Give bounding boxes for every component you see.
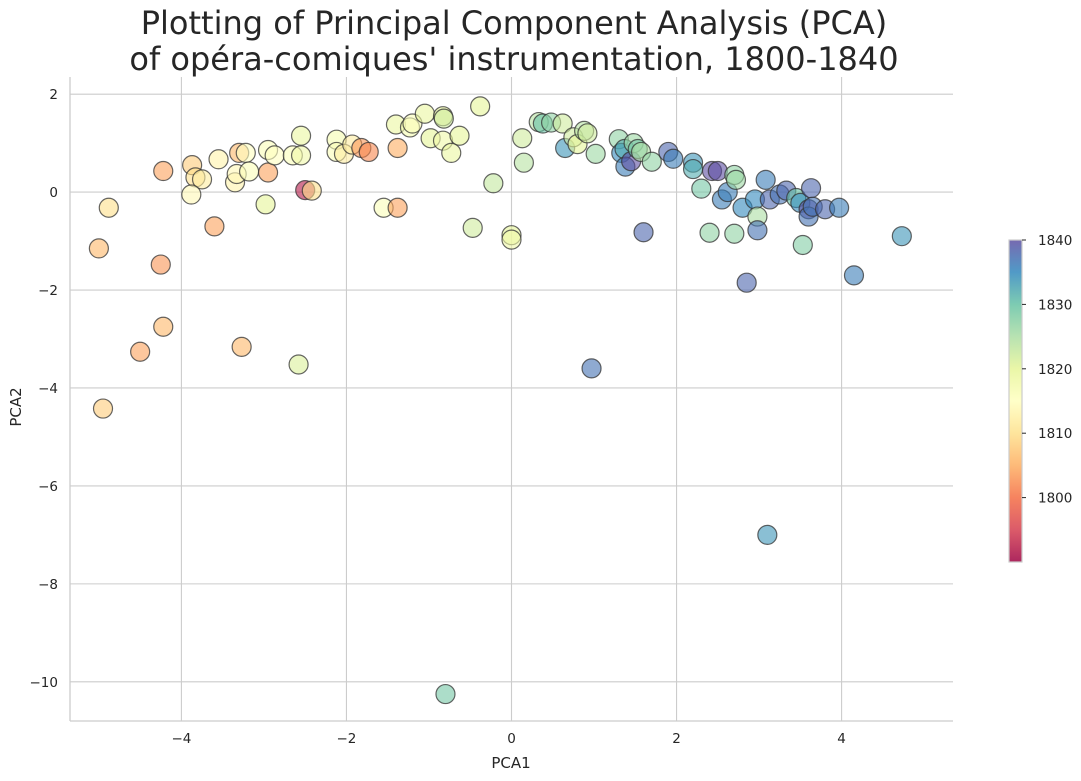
scatter-point <box>757 524 778 546</box>
scatter-point <box>483 173 504 194</box>
scatter-point <box>501 229 522 250</box>
scatter-point <box>257 162 279 183</box>
scatter-point <box>513 152 534 173</box>
y-tick-label: 0 <box>49 185 58 201</box>
scatter-point <box>153 316 174 337</box>
x-axis-label: PCA1 <box>491 754 530 772</box>
scatter-point <box>255 194 276 215</box>
y-axis-ticks: 2 0 −2 −4 −6 −8 −10 <box>30 87 59 691</box>
y-axis-label: PCA2 <box>7 387 25 426</box>
scatter-point <box>290 125 312 146</box>
scatter-point <box>736 272 757 293</box>
y-tick-label: −6 <box>38 479 58 495</box>
scatter-point <box>755 169 776 190</box>
scatter-point <box>663 148 684 169</box>
scatter-point <box>153 160 174 182</box>
scatter-points <box>88 96 912 705</box>
colorbar-tick-label: 1840 <box>1038 233 1072 249</box>
scatter-point <box>191 169 213 190</box>
x-axis-ticks: −4 −2 0 2 4 <box>171 731 845 747</box>
scatter-point <box>358 141 379 163</box>
scatter-point <box>387 137 408 159</box>
x-tick-label: 0 <box>507 731 516 747</box>
scatter-point <box>208 149 229 170</box>
scatter-point <box>470 96 491 117</box>
scatter-point <box>98 197 119 218</box>
scatter-point <box>387 197 408 218</box>
scatter-point <box>130 341 151 362</box>
scatter-point <box>829 197 850 218</box>
x-tick-label: 4 <box>837 731 846 747</box>
x-tick-label: −4 <box>171 731 191 747</box>
scatter-point <box>682 158 704 180</box>
scatter-point <box>691 178 712 199</box>
scatter-point <box>433 108 454 129</box>
scatter-point <box>235 142 256 164</box>
scatter-point <box>641 151 662 172</box>
scatter-point <box>88 238 109 259</box>
colorbar-tick-label: 1800 <box>1038 491 1072 507</box>
axis-spines <box>69 77 953 722</box>
colorbar-tick-label: 1830 <box>1038 297 1072 313</box>
scatter-point <box>231 336 252 357</box>
scatter-point <box>441 142 462 164</box>
scatter-point <box>552 113 573 134</box>
y-tick-label: −10 <box>30 675 59 691</box>
scatter-point <box>891 226 912 247</box>
scatter-point <box>707 160 728 182</box>
scatter-point <box>92 398 114 419</box>
x-tick-label: 2 <box>672 731 681 747</box>
y-tick-label: 2 <box>49 87 58 103</box>
colorbar-tick-label: 1810 <box>1038 426 1072 442</box>
scatter-point <box>577 123 598 144</box>
scatter-point <box>792 234 813 256</box>
scatter-point <box>150 254 171 275</box>
scatter-point <box>747 220 768 241</box>
scatter-point <box>264 145 285 166</box>
y-tick-label: −8 <box>38 577 58 593</box>
scatter-point <box>238 161 260 182</box>
y-tick-label: −4 <box>38 381 58 397</box>
scatter-point <box>181 184 202 205</box>
scatter-point <box>843 265 865 286</box>
scatter-point <box>288 354 309 375</box>
scatter-point <box>724 223 745 244</box>
y-tick-label: −2 <box>38 283 58 299</box>
scatter-point <box>800 178 822 199</box>
scatter-point <box>435 683 456 705</box>
scatter-point <box>699 222 720 243</box>
grid-lines <box>70 77 953 721</box>
scatter-point <box>449 125 470 146</box>
scatter-point <box>462 217 483 238</box>
scatter-point <box>301 180 322 201</box>
chart-title-line-2: of opéra-comiques' instrumentation, 1800… <box>129 40 898 78</box>
scatter-point <box>633 222 654 243</box>
colorbar-gradient <box>1008 239 1023 563</box>
scatter-point <box>414 103 435 124</box>
scatter-point <box>585 143 606 164</box>
scatter-point <box>512 128 533 149</box>
colorbar-tick-label: 1820 <box>1038 362 1072 378</box>
chart-title-line-1: Plotting of Principal Component Analysis… <box>141 4 888 42</box>
scatter-point <box>725 169 747 190</box>
colorbar: 1800 1810 1820 1830 1840 <box>1008 233 1072 563</box>
scatter-point <box>581 358 602 379</box>
scatter-point <box>290 145 312 166</box>
x-tick-label: −2 <box>337 731 357 747</box>
scatter-point <box>204 216 225 237</box>
